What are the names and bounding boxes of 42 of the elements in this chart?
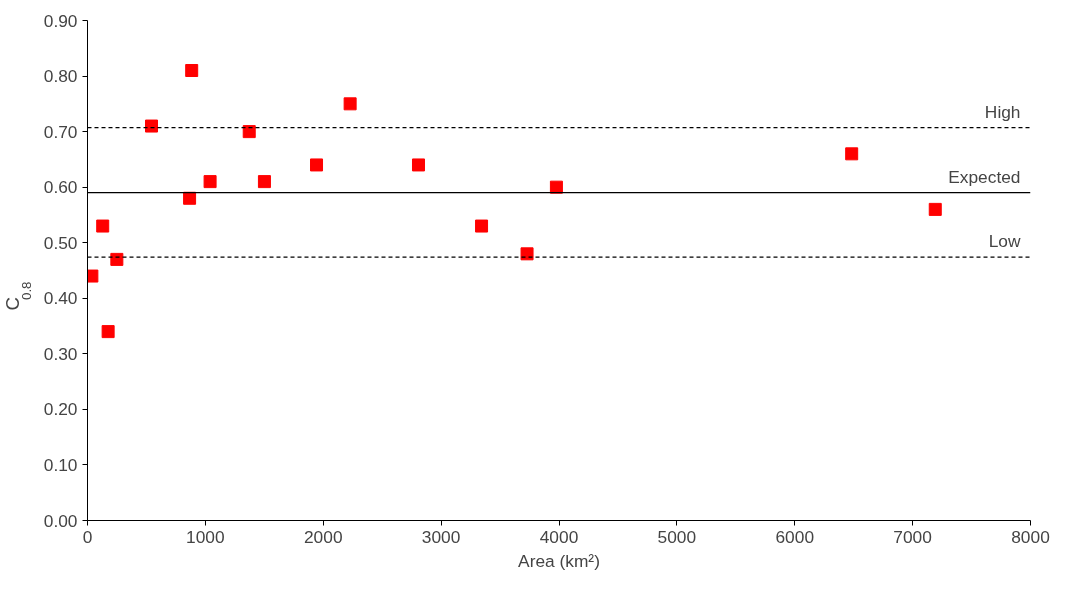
point [96, 219, 110, 233]
y-tick-label: 0.00 [43, 510, 78, 531]
x-axis-title: Area (km²) [518, 550, 600, 571]
point [101, 325, 115, 339]
x-tick-label: 3000 [421, 526, 461, 547]
point [242, 125, 256, 139]
y-tick-label: 0.80 [43, 66, 78, 87]
ref-line-label: Low [988, 231, 1021, 252]
ref-line-label: High [984, 101, 1021, 122]
x-tick-label: 0 [82, 526, 93, 547]
point [257, 175, 271, 189]
point [343, 97, 357, 111]
y-tick-label: 0.10 [43, 454, 78, 475]
y-axis-title: C0.8 [1, 281, 34, 311]
x-tick-label: 1000 [186, 526, 225, 547]
y-tick-label: 0.20 [43, 399, 78, 420]
x-tick-label: 6000 [775, 526, 815, 547]
x-tick-label: 2000 [303, 526, 343, 547]
point [411, 158, 425, 172]
x-tick-label: 8000 [1011, 526, 1050, 547]
y-tick-label: 0.90 [43, 10, 78, 31]
x-tick-label: 5000 [657, 526, 697, 547]
point [145, 119, 159, 133]
x-tick-label: 7000 [893, 526, 932, 547]
y-tick-label: 0.60 [43, 177, 78, 198]
point [549, 180, 563, 194]
point [87, 269, 99, 283]
y-tick-label: 0.70 [43, 121, 78, 142]
point [110, 252, 124, 266]
point [203, 175, 217, 189]
point [845, 147, 859, 161]
x-tick-label: 4000 [539, 526, 579, 547]
point [520, 247, 534, 261]
y-tick-label: 0.40 [43, 288, 78, 309]
point [928, 202, 942, 216]
point [183, 191, 197, 205]
point [475, 219, 489, 233]
point [310, 158, 324, 172]
ref-line-label: Expected [948, 166, 1021, 187]
y-tick-label: 0.30 [43, 343, 78, 364]
y-tick-label: 0.50 [43, 232, 78, 253]
point [185, 64, 199, 77]
